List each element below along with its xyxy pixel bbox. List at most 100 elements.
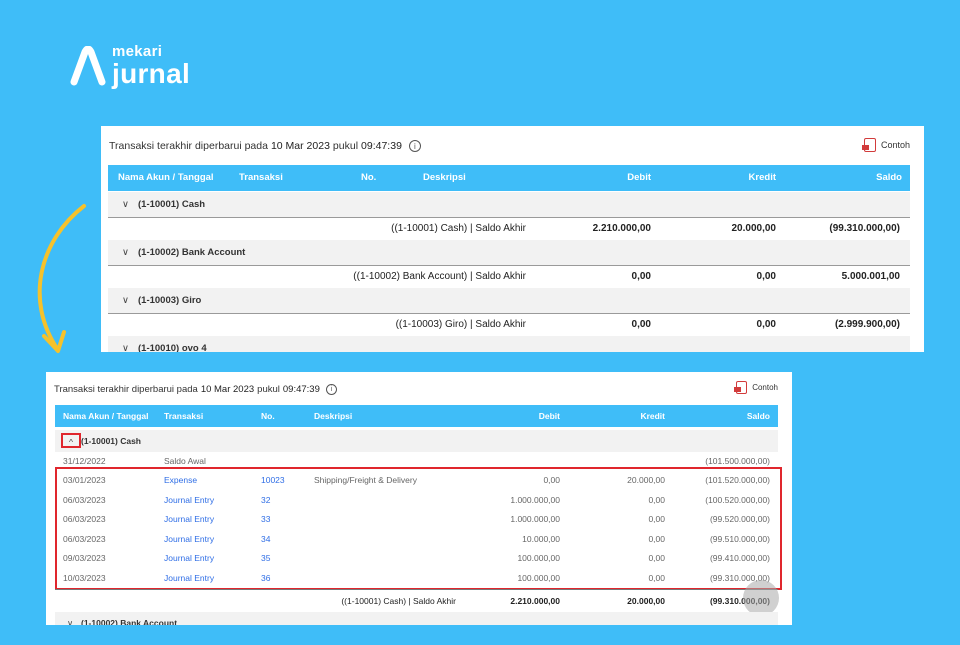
chevron-up-icon[interactable]: ^ xyxy=(61,433,81,448)
row-date: 06/03/2023 xyxy=(63,533,106,544)
account-total-row: ((1-10001) Cash) | Saldo Akhir 2.210.000… xyxy=(55,589,778,611)
col-deskripsi: Deskripsi xyxy=(423,172,466,183)
account-name: (1-10003) Giro xyxy=(138,295,202,306)
row-debit: 1.000.000,00 xyxy=(510,514,560,525)
row-saldo: (99.310.000,00) xyxy=(709,573,770,583)
updated-mid: pukul xyxy=(332,140,359,152)
logo-title: jurnal xyxy=(112,58,191,89)
total-saldo: (99.310.000,00) xyxy=(829,223,900,234)
info-icon[interactable]: i xyxy=(325,384,337,395)
table-row: 06/03/2023 Journal Entry 32 1.000.000,00… xyxy=(55,491,778,511)
table-row: 06/03/2023 Journal Entry 33 1.000.000,00… xyxy=(55,510,778,530)
transaction-link[interactable]: Journal Entry xyxy=(164,514,215,525)
row-kredit: 0,00 xyxy=(648,494,665,505)
chevron-down-icon[interactable]: ∨ xyxy=(122,247,129,258)
chevron-down-icon[interactable]: ∨ xyxy=(67,618,74,625)
account-name: (1-10001) Cash xyxy=(81,436,142,446)
col-transaksi: Transaksi xyxy=(239,172,283,183)
transaction-link[interactable]: Journal Entry xyxy=(164,494,215,505)
transaction-link[interactable]: Journal Entry xyxy=(164,573,215,583)
total-description: ((1-10002) Bank Account) | Saldo Akhir xyxy=(353,271,526,282)
account-total-row: ((1-10001) Cash) | Saldo Akhir 2.210.000… xyxy=(108,218,910,240)
total-description: ((1-10003) Giro) | Saldo Akhir xyxy=(395,319,526,330)
transaction-link[interactable]: Journal Entry xyxy=(164,533,215,544)
account-total-row: ((1-10002) Bank Account) | Saldo Akhir 0… xyxy=(108,266,910,288)
transaction-link[interactable]: Expense xyxy=(164,475,198,485)
row-date: 06/03/2023 xyxy=(63,514,106,525)
transaction-number-link[interactable]: 10023 xyxy=(261,475,285,485)
transaction-number-link[interactable]: 34 xyxy=(261,533,271,544)
total-saldo: (2.999.900,00) xyxy=(834,319,900,330)
chevron-down-icon[interactable]: ∨ xyxy=(122,199,129,210)
row-kredit: 0,00 xyxy=(648,514,665,525)
account-group-row[interactable]: ∨ (1-10003) Giro xyxy=(108,288,910,314)
contoh-button[interactable]: Contoh xyxy=(861,138,910,152)
mekari-logo-icon xyxy=(70,46,106,86)
account-name: (1-10002) Bank Account xyxy=(81,618,178,625)
account-group-row[interactable]: ∨ (1-10002) Bank Account xyxy=(108,240,910,266)
col-account-date: Nama Akun / Tanggal xyxy=(63,411,149,421)
info-icon[interactable]: i xyxy=(408,140,421,152)
account-total-row: ((1-10003) Giro) | Saldo Akhir 0,00 0,00… xyxy=(108,314,910,336)
row-label: Saldo Awal xyxy=(164,456,206,466)
pdf-icon xyxy=(734,381,748,394)
last-updated-text: Transaksi terakhir diperbarui pada 10 Ma… xyxy=(109,140,421,152)
updated-date: 10 Mar 2023 xyxy=(200,384,255,395)
row-kredit: 20.000,00 xyxy=(627,475,665,485)
updated-date: 10 Mar 2023 xyxy=(270,140,330,152)
scroll-button[interactable] xyxy=(743,580,779,616)
updated-mid: pukul xyxy=(257,384,280,395)
row-date: 31/12/2022 xyxy=(63,456,106,466)
row-date: 09/03/2023 xyxy=(63,553,106,564)
col-debit: Debit xyxy=(627,172,651,183)
total-saldo: (99.310.000,00) xyxy=(709,596,770,606)
total-kredit: 0,00 xyxy=(756,319,776,330)
table-row: 09/03/2023 Journal Entry 35 100.000,00 0… xyxy=(55,549,778,569)
transaction-number-link[interactable]: 33 xyxy=(261,514,271,525)
updated-time: 09:47:39 xyxy=(282,384,320,395)
col-transaksi: Transaksi xyxy=(164,411,204,421)
col-no: No. xyxy=(361,172,377,183)
total-debit: 0,00 xyxy=(631,319,651,330)
updated-prefix: Transaksi terakhir diperbarui pada xyxy=(54,384,198,395)
transaction-number-link[interactable]: 32 xyxy=(261,494,271,505)
account-group-row[interactable]: ^ (1-10001) Cash xyxy=(55,430,778,452)
total-debit: 2.210.000,00 xyxy=(592,223,651,234)
highlight-box xyxy=(55,467,782,590)
col-saldo: Saldo xyxy=(746,411,770,421)
row-debit: 0,00 xyxy=(543,475,560,485)
table-row: 03/01/2023 Expense 10023 Shipping/Freigh… xyxy=(55,471,778,491)
account-group-row[interactable]: ∨ (1-10001) Cash xyxy=(108,192,910,218)
account-name: (1-10010) ovo 4 xyxy=(138,343,207,352)
transaction-number-link[interactable]: 35 xyxy=(261,553,271,564)
updated-prefix: Transaksi terakhir diperbarui pada xyxy=(109,140,268,152)
transaction-number-link[interactable]: 36 xyxy=(261,573,271,583)
transaction-link[interactable]: Journal Entry xyxy=(164,553,215,564)
row-date: 06/03/2023 xyxy=(63,494,106,505)
account-group-row[interactable]: ∨ (1-10010) ovo 4 xyxy=(108,336,910,352)
table-row: 10/03/2023 Journal Entry 36 100.000,00 0… xyxy=(55,569,778,589)
chevron-down-icon[interactable]: ∨ xyxy=(122,295,129,306)
mekari-jurnal-logo: mekari jurnal xyxy=(70,44,190,88)
row-saldo: (100.520.000,00) xyxy=(705,494,770,505)
contoh-label: Contoh xyxy=(752,383,778,392)
pdf-icon xyxy=(861,138,876,152)
row-description: Shipping/Freight & Delivery xyxy=(314,475,417,485)
total-debit: 0,00 xyxy=(631,271,651,282)
row-debit: 100.000,00 xyxy=(517,553,560,564)
row-date: 10/03/2023 xyxy=(63,573,106,583)
account-group-row[interactable]: ∨ (1-10002) Bank Account xyxy=(55,612,778,625)
ledger-summary-panel: Transaksi terakhir diperbarui pada 10 Ma… xyxy=(101,126,924,352)
total-description: ((1-10001) Cash) | Saldo Akhir xyxy=(341,596,456,606)
row-saldo: (99.510.000,00) xyxy=(709,533,770,544)
ledger-detail-panel: Transaksi terakhir diperbarui pada 10 Ma… xyxy=(46,372,792,625)
col-deskripsi: Deskripsi xyxy=(314,411,353,421)
logo-subtitle: mekari xyxy=(112,43,163,60)
table-header: Nama Akun / Tanggal Transaksi No. Deskri… xyxy=(108,165,910,191)
row-date: 03/01/2023 xyxy=(63,475,106,485)
contoh-button[interactable]: Contoh xyxy=(734,381,778,394)
curved-arrow-icon xyxy=(37,204,86,353)
col-no: No. xyxy=(261,411,275,421)
account-name: (1-10001) Cash xyxy=(138,199,206,210)
chevron-down-icon[interactable]: ∨ xyxy=(122,343,129,352)
